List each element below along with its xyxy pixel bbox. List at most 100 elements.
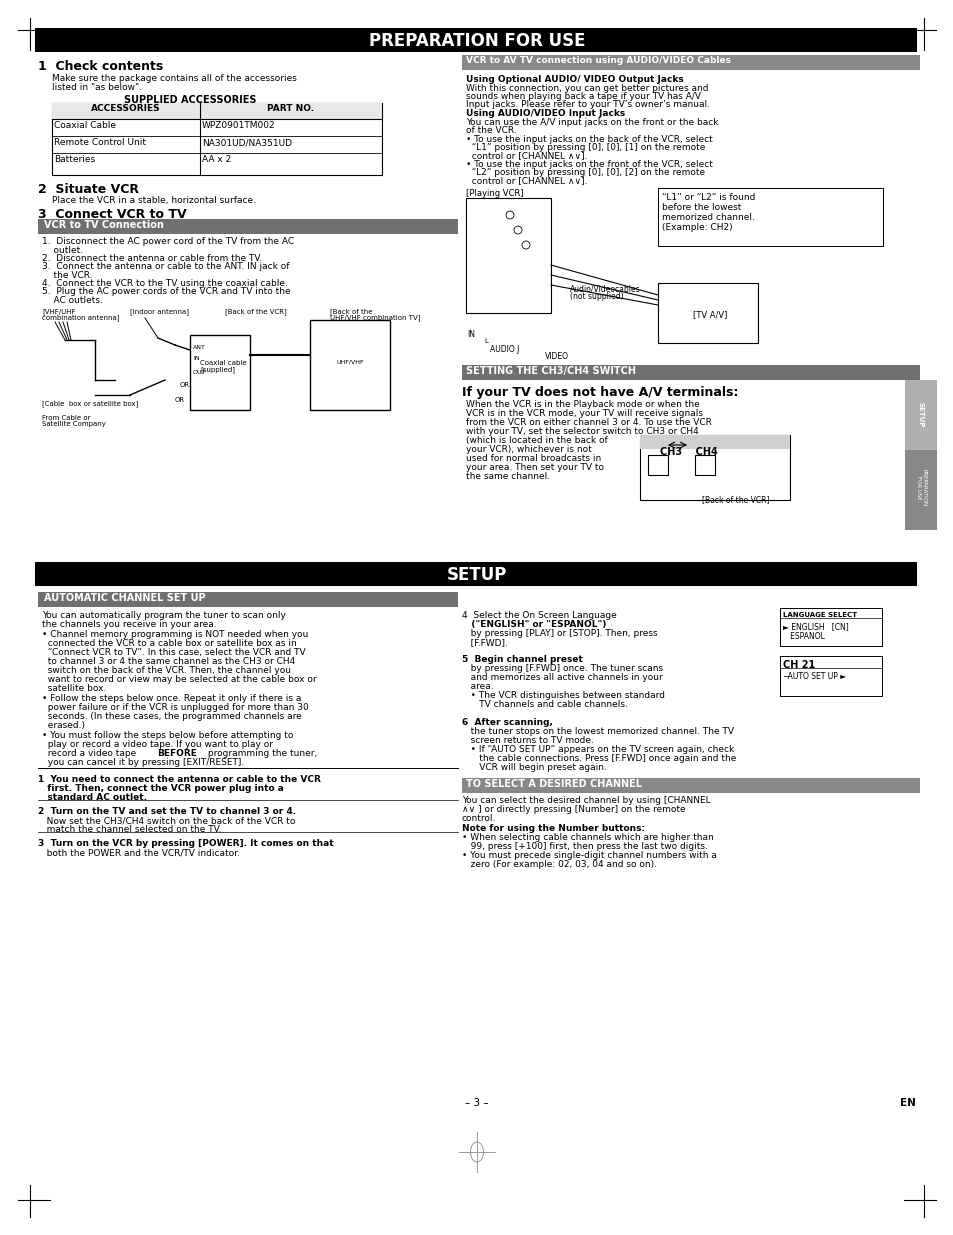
Bar: [461, 56, 919, 70]
Text: Using Optional AUDIO/ VIDEO Output Jacks: Using Optional AUDIO/ VIDEO Output Jacks: [465, 75, 683, 84]
Bar: [904, 450, 936, 530]
Bar: [695, 454, 714, 475]
Text: satellite box.: satellite box.: [42, 684, 107, 693]
Text: AA x 2: AA x 2: [202, 156, 231, 164]
Bar: [780, 608, 882, 646]
Text: the cable connections. Press [F.FWD] once again and the: the cable connections. Press [F.FWD] onc…: [461, 755, 736, 763]
Text: • You must precede single-digit channel numbers with a: • You must precede single-digit channel …: [461, 851, 716, 860]
Text: [Indoor antenna]: [Indoor antenna]: [130, 308, 189, 315]
Text: outlet.: outlet.: [42, 246, 83, 254]
Text: • To use the input jacks on the front of the VCR, select: • To use the input jacks on the front of…: [465, 161, 712, 169]
Text: When the VCR is in the Playback mode or when the: When the VCR is in the Playback mode or …: [465, 400, 699, 409]
Text: Batteries: Batteries: [54, 156, 95, 164]
Bar: [658, 283, 758, 343]
Text: IN: IN: [193, 356, 199, 361]
Text: seconds. (In these cases, the programmed channels are: seconds. (In these cases, the programmed…: [42, 713, 301, 721]
Text: TO SELECT A DESIRED CHANNEL: TO SELECT A DESIRED CHANNEL: [465, 779, 641, 789]
Text: standard AC outlet.: standard AC outlet.: [38, 793, 147, 802]
Text: your VCR), whichever is not: your VCR), whichever is not: [465, 445, 591, 454]
Text: 5  Begin channel preset: 5 Begin channel preset: [461, 655, 582, 664]
Text: PREPARATION FOR USE: PREPARATION FOR USE: [369, 32, 584, 49]
Text: 3  Turn on the VCR by pressing [POWER]. It comes on that: 3 Turn on the VCR by pressing [POWER]. I…: [38, 839, 334, 848]
Text: [Back of the VCR]: [Back of the VCR]: [701, 495, 769, 504]
Bar: [310, 320, 390, 410]
Text: and memorizes all active channels in your: and memorizes all active channels in you…: [461, 673, 662, 682]
Text: switch on the back of the VCR. Then, the channel you: switch on the back of the VCR. Then, the…: [42, 666, 291, 676]
Text: the tuner stops on the lowest memorized channel. The TV: the tuner stops on the lowest memorized …: [461, 727, 733, 736]
Text: both the POWER and the VCR/TV indicator.: both the POWER and the VCR/TV indicator.: [38, 848, 239, 857]
Text: • To use the input jacks on the back of the VCR, select: • To use the input jacks on the back of …: [465, 135, 712, 144]
Text: • When selecting cable channels which are higher than: • When selecting cable channels which ar…: [461, 832, 713, 842]
Text: first. Then, connect the VCR power plug into a: first. Then, connect the VCR power plug …: [38, 784, 284, 793]
Text: [TV A/V]: [TV A/V]: [692, 310, 726, 319]
Text: control.: control.: [461, 814, 496, 823]
Text: 3.  Connect the antenna or cable to the ANT. IN jack of: 3. Connect the antenna or cable to the A…: [42, 262, 289, 270]
Text: you can cancel it by pressing [EXIT/RESET].: you can cancel it by pressing [EXIT/RESE…: [42, 758, 244, 767]
Text: Note for using the Number buttons:: Note for using the Number buttons:: [461, 824, 644, 832]
Text: EN: EN: [899, 1098, 915, 1108]
Text: ANT: ANT: [193, 345, 206, 350]
Text: before the lowest: before the lowest: [661, 203, 740, 212]
Bar: [658, 188, 882, 246]
Bar: [38, 592, 457, 606]
Text: the channels you receive in your area.: the channels you receive in your area.: [42, 620, 216, 629]
Text: Audio/Videocables: Audio/Videocables: [569, 285, 640, 294]
Text: screen returns to TV mode.: screen returns to TV mode.: [461, 736, 594, 745]
Text: Using AUDIO/VIDEO Input Jacks: Using AUDIO/VIDEO Input Jacks: [465, 109, 624, 119]
Bar: [35, 562, 916, 585]
Text: BEFORE: BEFORE: [157, 748, 196, 758]
Text: ("ENGLISH" or "ESPANOL"): ("ENGLISH" or "ESPANOL"): [461, 620, 606, 629]
Text: AUDIO J: AUDIO J: [490, 345, 518, 354]
Text: 2  Turn on the TV and set the TV to channel 3 or 4.: 2 Turn on the TV and set the TV to chann…: [38, 806, 295, 816]
Text: OUT: OUT: [193, 370, 206, 375]
Text: 1  You need to connect the antenna or cable to the VCR: 1 You need to connect the antenna or cab…: [38, 776, 320, 784]
Bar: [639, 435, 789, 450]
Text: SETTING THE CH3/CH4 SWITCH: SETTING THE CH3/CH4 SWITCH: [465, 366, 636, 375]
Text: You can use the A/V input jacks on the front or the back: You can use the A/V input jacks on the f…: [465, 119, 718, 127]
Text: 2  Situate VCR: 2 Situate VCR: [38, 183, 139, 196]
Text: control or [CHANNEL ∧∨].: control or [CHANNEL ∧∨].: [465, 177, 587, 185]
Text: combination antenna]: combination antenna]: [42, 314, 119, 321]
Text: Satellite Company: Satellite Company: [42, 421, 106, 427]
Text: VCR to AV TV connection using AUDIO/VIDEO Cables: VCR to AV TV connection using AUDIO/VIDE…: [465, 56, 730, 65]
Text: connected the VCR to a cable box or satellite box as in: connected the VCR to a cable box or sate…: [42, 638, 296, 648]
Text: PREPARATION
FOR USE: PREPARATION FOR USE: [915, 469, 925, 506]
Text: (which is located in the back of: (which is located in the back of: [465, 436, 607, 445]
Text: OR: OR: [174, 396, 185, 403]
Text: 5.  Plug the AC power cords of the VCR and TV into the: 5. Plug the AC power cords of the VCR an…: [42, 287, 291, 296]
Text: sounds when playing back a tape if your TV has A/V: sounds when playing back a tape if your …: [465, 91, 700, 101]
Text: with your TV, set the selector switch to CH3 or CH4: with your TV, set the selector switch to…: [465, 427, 698, 436]
Text: Coaxial Cable: Coaxial Cable: [54, 121, 116, 130]
Text: ► ENGLISH   [CN]: ► ENGLISH [CN]: [782, 622, 848, 631]
Text: 1  Check contents: 1 Check contents: [38, 61, 163, 73]
Text: With this connection, you can get better pictures and: With this connection, you can get better…: [465, 84, 708, 93]
Text: 4  Select the On Screen Language: 4 Select the On Screen Language: [461, 611, 616, 620]
Text: – 3 –: – 3 –: [465, 1098, 488, 1108]
Bar: [780, 656, 882, 697]
Text: LANGUAGE SELECT: LANGUAGE SELECT: [782, 613, 856, 618]
Text: CH 21: CH 21: [782, 659, 815, 671]
Text: NA301UD/NA351UD: NA301UD/NA351UD: [202, 138, 292, 147]
Text: OR: OR: [180, 382, 190, 388]
Text: area.: area.: [461, 682, 493, 692]
Text: VCR to TV Connection: VCR to TV Connection: [44, 220, 164, 230]
Text: UHF/VHF combination TV]: UHF/VHF combination TV]: [330, 314, 420, 321]
Text: [VHF/UHF: [VHF/UHF: [42, 308, 75, 315]
Text: You can automatically program the tuner to scan only: You can automatically program the tuner …: [42, 611, 286, 620]
Bar: [52, 103, 381, 175]
Text: [F.FWD].: [F.FWD].: [461, 638, 507, 647]
Text: • Follow the steps below once. Repeat it only if there is a: • Follow the steps below once. Repeat it…: [42, 694, 301, 703]
Text: programming the tuner,: programming the tuner,: [205, 748, 317, 758]
Text: UHF/VHF: UHF/VHF: [335, 359, 363, 366]
Text: (Example: CH2): (Example: CH2): [661, 224, 732, 232]
Text: [Back of the VCR]: [Back of the VCR]: [225, 308, 287, 315]
Text: 99, press [+100] first, then press the last two digits.: 99, press [+100] first, then press the l…: [461, 842, 707, 851]
Text: • If “AUTO SET UP” appears on the TV screen again, check: • If “AUTO SET UP” appears on the TV scr…: [461, 745, 734, 755]
Bar: [35, 28, 916, 52]
Text: AUTOMATIC CHANNEL SET UP: AUTOMATIC CHANNEL SET UP: [44, 593, 206, 603]
Text: ─AUTO SET UP ►: ─AUTO SET UP ►: [782, 672, 845, 680]
Text: the VCR.: the VCR.: [42, 270, 92, 280]
Bar: [38, 219, 457, 233]
Text: zero (For example: 02, 03, 04 and so on).: zero (For example: 02, 03, 04 and so on)…: [461, 860, 657, 869]
Text: [Back of the: [Back of the: [330, 308, 372, 315]
